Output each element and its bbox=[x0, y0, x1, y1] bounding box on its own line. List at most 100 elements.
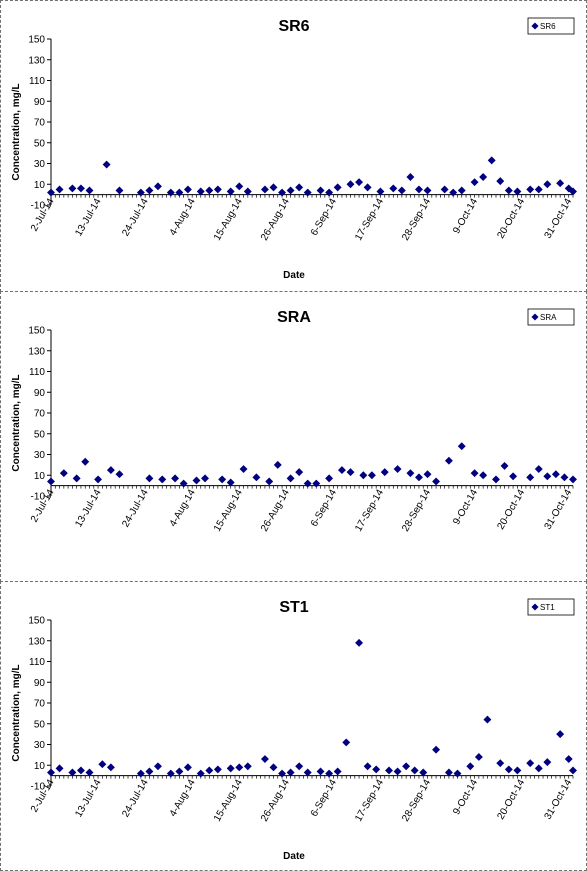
data-point bbox=[235, 763, 244, 772]
data-point bbox=[260, 755, 269, 763]
data-point bbox=[115, 470, 124, 479]
data-point bbox=[342, 738, 351, 747]
legend: ST1 bbox=[527, 598, 575, 616]
data-point bbox=[333, 183, 342, 192]
x-tick-label: 13-Jul-14 bbox=[73, 196, 104, 238]
legend-box bbox=[527, 598, 575, 616]
y-tick-label: 90 bbox=[34, 97, 46, 108]
x-tick-label: 28-Sep-14 bbox=[400, 777, 433, 823]
data-point bbox=[239, 465, 248, 473]
y-tick-label: 130 bbox=[28, 346, 45, 357]
y-tick-label: 150 bbox=[28, 326, 45, 337]
data-point bbox=[213, 185, 222, 194]
data-point bbox=[402, 762, 411, 771]
data-point bbox=[359, 471, 368, 480]
data-point bbox=[397, 186, 406, 195]
data-point bbox=[513, 187, 522, 196]
data-point bbox=[154, 762, 162, 771]
x-tick-label: 15-Aug-14 bbox=[212, 487, 245, 533]
x-tick-label: 4-Aug-14 bbox=[168, 487, 198, 529]
data-point bbox=[72, 474, 81, 483]
data-point bbox=[196, 187, 205, 196]
data-point bbox=[196, 769, 205, 778]
data-point bbox=[415, 185, 423, 194]
y-axis-label: Concentration, mg/L bbox=[11, 374, 22, 471]
y-tick-label: -10 bbox=[31, 782, 46, 793]
data-point bbox=[432, 745, 441, 754]
x-tick-label: 20-Oct-14 bbox=[495, 487, 527, 531]
data-point bbox=[154, 182, 162, 191]
data-point bbox=[260, 185, 269, 194]
data-point bbox=[534, 764, 543, 773]
legend-label: SR6 bbox=[540, 22, 556, 31]
data-point bbox=[269, 183, 278, 192]
x-tick-label: 4-Aug-14 bbox=[168, 196, 198, 238]
data-point bbox=[543, 472, 552, 481]
data-point bbox=[213, 765, 222, 774]
data-point bbox=[534, 185, 543, 194]
y-tick-label: 50 bbox=[34, 138, 46, 149]
x-tick-label: 9-Oct-14 bbox=[451, 487, 480, 527]
data-point bbox=[410, 766, 419, 775]
data-point bbox=[500, 461, 509, 470]
data-point bbox=[487, 156, 496, 165]
data-point bbox=[183, 185, 192, 194]
data-point bbox=[551, 470, 560, 479]
data-point bbox=[543, 180, 552, 189]
data-point bbox=[106, 763, 115, 772]
data-point bbox=[564, 755, 573, 763]
data-point bbox=[158, 475, 167, 484]
data-point bbox=[273, 460, 282, 469]
data-point bbox=[278, 769, 287, 778]
y-tick-label: 110 bbox=[29, 76, 45, 87]
data-point bbox=[295, 468, 304, 477]
x-tick-label: 24-Jul-14 bbox=[120, 487, 151, 529]
data-point bbox=[102, 160, 111, 169]
data-point bbox=[393, 465, 402, 473]
data-point bbox=[419, 768, 428, 777]
data-point bbox=[569, 766, 577, 775]
data-point bbox=[333, 767, 342, 776]
data-point bbox=[295, 762, 304, 771]
legend-box bbox=[527, 308, 575, 326]
data-point bbox=[145, 474, 154, 483]
data-point bbox=[145, 186, 154, 195]
data-point bbox=[560, 473, 569, 482]
data-point bbox=[380, 468, 389, 477]
y-tick-label: 30 bbox=[34, 159, 46, 170]
data-point bbox=[312, 479, 321, 488]
y-tick-label: 130 bbox=[28, 636, 45, 647]
data-point bbox=[526, 473, 535, 482]
chart-panel-sr6: SR6 -10 10 30 50 70 90 110 130 150 2-Jul-14 13-Jul-… bbox=[0, 0, 587, 292]
x-axis-label: Date bbox=[283, 270, 305, 281]
data-point bbox=[440, 185, 449, 194]
y-tick-label: 50 bbox=[34, 719, 46, 730]
data-point bbox=[325, 769, 334, 778]
data-point bbox=[106, 466, 115, 475]
data-point bbox=[492, 475, 500, 484]
y-axis-label: Concentration, mg/L bbox=[11, 664, 22, 761]
data-point bbox=[415, 473, 423, 482]
data-point bbox=[569, 187, 577, 196]
data-point bbox=[68, 184, 77, 193]
x-tick-label: 31-Oct-14 bbox=[543, 777, 575, 821]
x-tick-label: 20-Oct-14 bbox=[495, 777, 527, 821]
data-point bbox=[175, 767, 184, 776]
data-point bbox=[556, 730, 565, 739]
y-tick-label: 90 bbox=[34, 678, 46, 689]
data-point bbox=[76, 766, 85, 775]
data-point bbox=[355, 178, 364, 187]
x-tick-label: 4-Aug-14 bbox=[168, 777, 198, 819]
data-point bbox=[355, 638, 364, 647]
data-point bbox=[226, 764, 235, 773]
data-point bbox=[316, 767, 325, 776]
y-tick-label: 30 bbox=[34, 450, 46, 461]
x-tick-label: 9-Oct-14 bbox=[451, 777, 480, 817]
data-point bbox=[449, 188, 458, 197]
x-tick-label: 20-Oct-14 bbox=[495, 196, 527, 240]
data-point bbox=[94, 475, 103, 484]
data-point bbox=[98, 760, 107, 769]
data-point bbox=[389, 184, 398, 193]
